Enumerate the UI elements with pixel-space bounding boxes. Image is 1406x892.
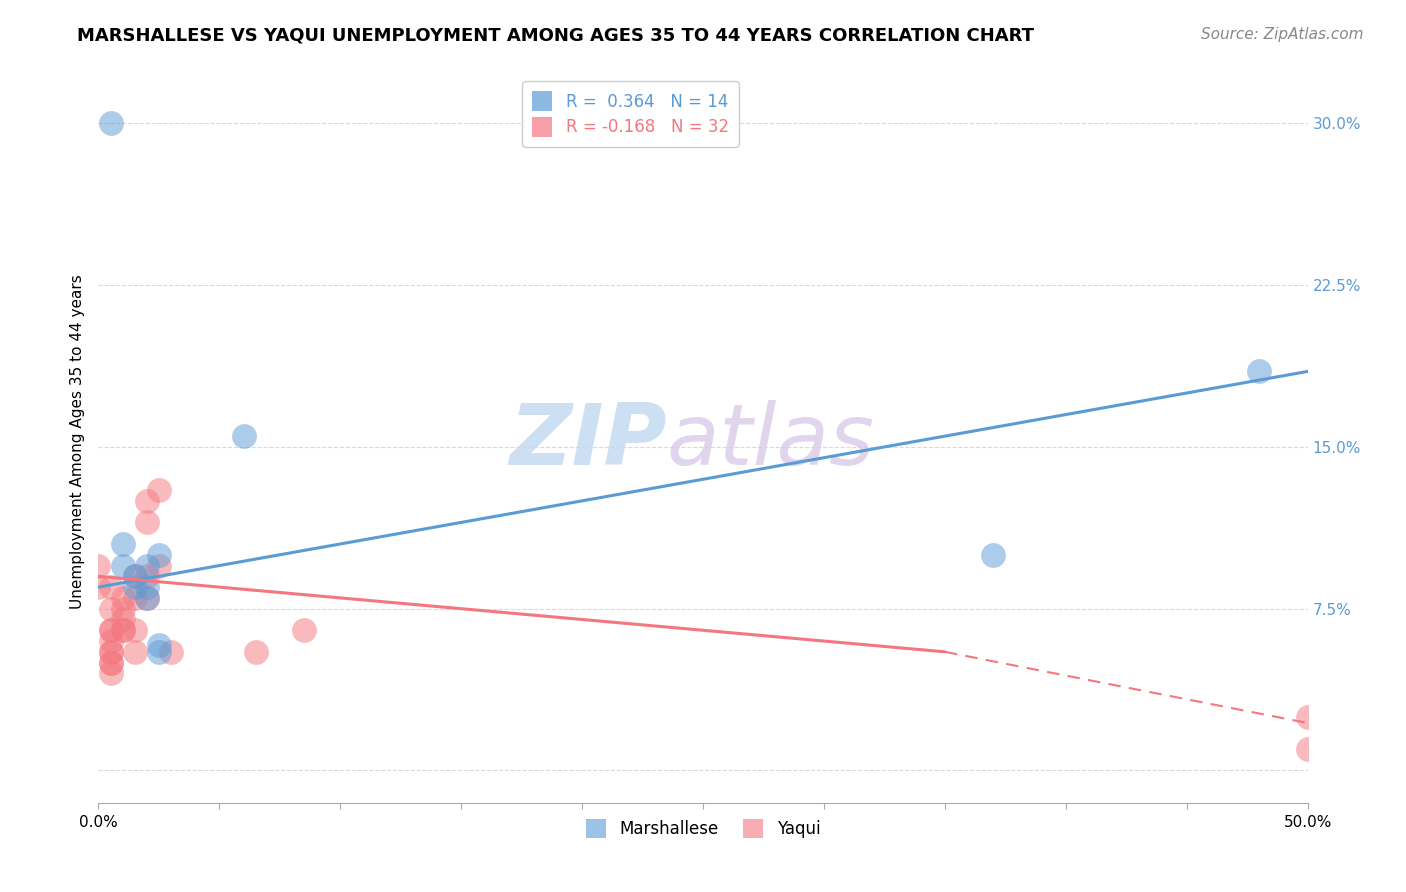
Text: ZIP: ZIP	[509, 400, 666, 483]
Point	[148, 483, 170, 497]
Point	[111, 612, 134, 626]
Point	[148, 548, 170, 562]
Point	[87, 580, 110, 594]
Point	[124, 624, 146, 638]
Point	[100, 580, 122, 594]
Point	[232, 429, 254, 443]
Point	[124, 569, 146, 583]
Point	[135, 516, 157, 530]
Point	[111, 624, 134, 638]
Point	[124, 645, 146, 659]
Point	[135, 493, 157, 508]
Point	[100, 656, 122, 670]
Point	[148, 645, 170, 659]
Point	[111, 591, 134, 605]
Point	[111, 537, 134, 551]
Point	[135, 591, 157, 605]
Text: MARSHALLESE VS YAQUI UNEMPLOYMENT AMONG AGES 35 TO 44 YEARS CORRELATION CHART: MARSHALLESE VS YAQUI UNEMPLOYMENT AMONG …	[77, 27, 1035, 45]
Point	[100, 624, 122, 638]
Point	[100, 116, 122, 130]
Point	[135, 591, 157, 605]
Point	[148, 558, 170, 573]
Y-axis label: Unemployment Among Ages 35 to 44 years: Unemployment Among Ages 35 to 44 years	[69, 274, 84, 609]
Point	[100, 634, 122, 648]
Point	[160, 645, 183, 659]
Point	[124, 591, 146, 605]
Point	[100, 624, 122, 638]
Point	[148, 638, 170, 652]
Point	[1249, 364, 1271, 378]
Point	[100, 645, 122, 659]
Point	[87, 558, 110, 573]
Point	[981, 548, 1004, 562]
Point	[111, 624, 134, 638]
Point	[111, 558, 134, 573]
Point	[1296, 709, 1319, 723]
Point	[100, 601, 122, 615]
Point	[100, 666, 122, 681]
Text: Source: ZipAtlas.com: Source: ZipAtlas.com	[1201, 27, 1364, 42]
Point	[1296, 742, 1319, 756]
Point	[135, 569, 157, 583]
Point	[135, 558, 157, 573]
Point	[135, 580, 157, 594]
Point	[124, 580, 146, 594]
Point	[100, 656, 122, 670]
Legend: Marshallese, Yaqui: Marshallese, Yaqui	[579, 813, 827, 845]
Point	[124, 569, 146, 583]
Point	[292, 624, 315, 638]
Point	[100, 645, 122, 659]
Text: atlas: atlas	[666, 400, 875, 483]
Point	[111, 601, 134, 615]
Point	[245, 645, 267, 659]
